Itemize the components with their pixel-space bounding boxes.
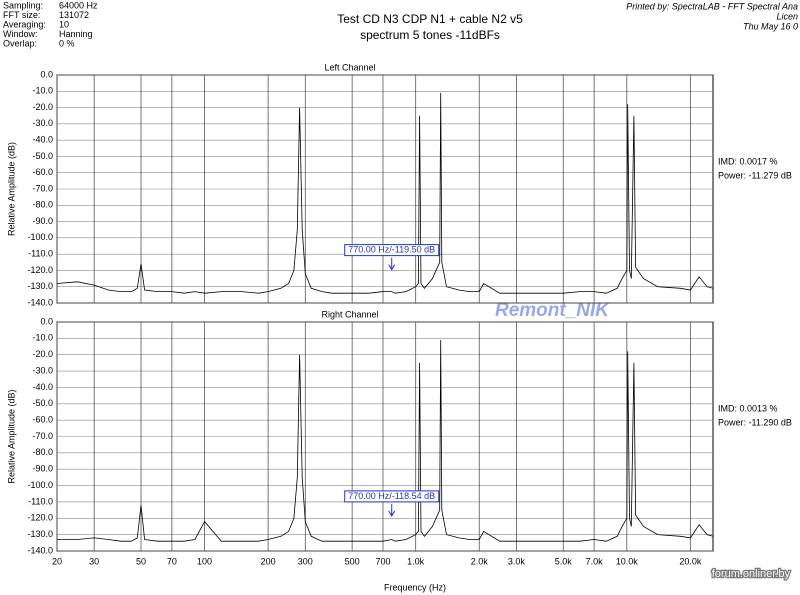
y-tick-label: -140.0 (27, 545, 53, 555)
annotation: Power: -11.290 dB (718, 417, 792, 427)
x-tick-label: 300 (298, 556, 313, 566)
x-tick-label: 5.0k (555, 556, 573, 566)
y-tick-label: -60.0 (32, 167, 53, 177)
y-tick-label: -20.0 (32, 349, 53, 359)
y-tick-label: -40.0 (32, 135, 53, 145)
x-tick-label: 500 (345, 556, 360, 566)
y-tick-label: -70.0 (32, 431, 53, 441)
chart-title: Left Channel (324, 62, 375, 72)
setting-name: Sampling: (3, 0, 43, 10)
y-tick-label: -10.0 (32, 333, 53, 343)
y-tick-label: -60.0 (32, 415, 53, 425)
setting-name: Window: (3, 29, 38, 39)
cursor-marker (388, 257, 396, 271)
footer: forum.onliner.by (712, 568, 791, 580)
printed-by: Printed by: SpectraLAB - FFT Spectral An… (626, 1, 798, 11)
title: Test CD N3 CDP N1 + cable N2 v5 (337, 12, 523, 26)
annotation: IMD: 0.0013 % (718, 403, 778, 413)
x-tick-label: 3.0k (508, 556, 526, 566)
setting-name: Averaging: (3, 19, 46, 29)
y-tick-label: -100.0 (27, 480, 53, 490)
x-tick-label: 30 (89, 556, 99, 566)
x-tick-label: 20.0k (679, 556, 702, 566)
x-tick-label: 200 (261, 556, 276, 566)
setting-value: 131072 (59, 10, 89, 20)
setting-value: Hanning (59, 29, 93, 39)
y-tick-label: -120.0 (27, 265, 53, 275)
setting-value: 0 % (59, 38, 75, 48)
y-tick-label: -80.0 (32, 200, 53, 210)
spectrum-line (57, 339, 714, 542)
spectrum-line (56, 92, 714, 294)
annotation: Power: -11.279 dB (718, 170, 792, 180)
y-tick-label: -30.0 (32, 118, 53, 128)
x-tick-label: 70 (167, 556, 177, 566)
setting-value: 10 (59, 19, 69, 29)
setting-name: Overlap: (3, 38, 37, 48)
cursor-label: 770.00 Hz/-118.54 dB (348, 491, 435, 501)
x-tick-label: 50 (136, 556, 146, 566)
subtitle: spectrum 5 tones -11dBFs (360, 28, 500, 42)
x-tick-label: 7.0k (586, 556, 604, 566)
y-tick-label: -130.0 (27, 529, 53, 539)
y-tick-label: -30.0 (32, 365, 53, 375)
x-tick-label: 100 (197, 556, 212, 566)
y-tick-label: -100.0 (27, 232, 53, 242)
y-tick-label: -120.0 (27, 513, 53, 523)
cursor-box (344, 244, 440, 257)
y-tick-label: 0.0 (40, 69, 53, 79)
x-axis-label: Frequency (Hz) (384, 582, 446, 592)
watermark: Remont_NIK (495, 300, 610, 321)
cursor-marker (388, 503, 396, 517)
y-axis-label: Relative Amplitude (dB) (6, 389, 16, 483)
license: Licen (776, 11, 798, 21)
x-tick-label: 10.0k (616, 556, 639, 566)
y-tick-label: -40.0 (32, 382, 53, 392)
y-tick-label: -50.0 (32, 151, 53, 161)
setting-value: 64000 Hz (59, 0, 98, 10)
y-tick-label: -130.0 (27, 281, 53, 291)
y-tick-label: -50.0 (32, 398, 53, 408)
date: Thu May 16 0 (743, 21, 798, 31)
y-tick-label: -70.0 (32, 183, 53, 193)
y-tick-label: -140.0 (27, 297, 53, 307)
y-axis-label: Relative Amplitude (dB) (6, 142, 16, 236)
x-tick-label: 20 (52, 556, 62, 566)
cursor-box (344, 490, 440, 503)
y-tick-label: -110.0 (28, 249, 53, 259)
x-tick-label: 700 (375, 556, 390, 566)
y-tick-label: -20.0 (32, 102, 53, 112)
chart-title: Right Channel (321, 309, 378, 319)
x-tick-label: 1.0k (407, 556, 425, 566)
x-tick-label: 2.0k (471, 556, 489, 566)
cursor-label: 770.00 Hz/-119.50 dB (348, 244, 435, 254)
y-tick-label: -90.0 (32, 216, 53, 226)
annotation: IMD: 0.0017 % (718, 156, 778, 166)
setting-name: FFT size: (3, 10, 40, 20)
y-tick-label: -80.0 (32, 447, 53, 457)
y-tick-label: -90.0 (32, 464, 53, 474)
y-tick-label: -110.0 (28, 496, 53, 506)
y-tick-label: -10.0 (32, 86, 53, 96)
y-tick-label: 0.0 (40, 316, 53, 326)
